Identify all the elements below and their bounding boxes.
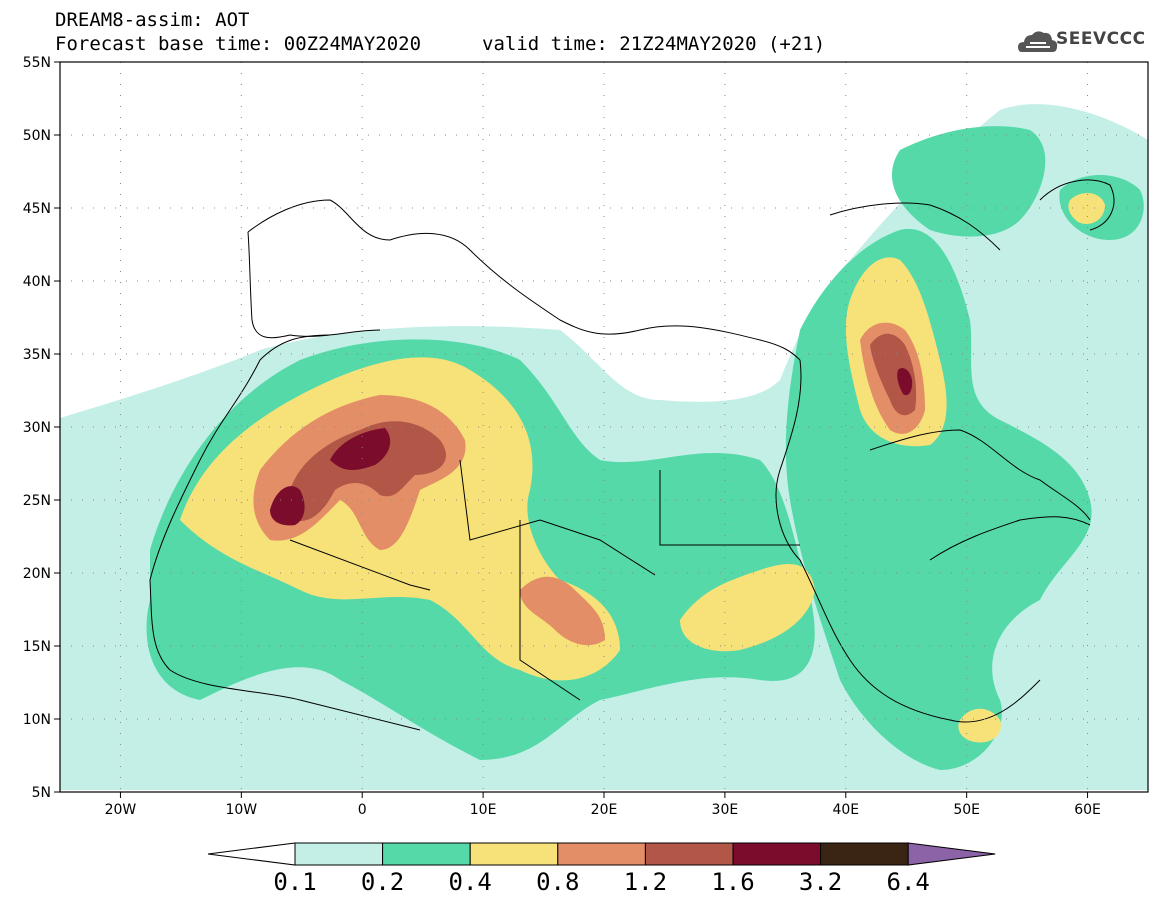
- colorbar-bin: [382, 842, 471, 866]
- lon-label: 60E: [1074, 802, 1101, 818]
- valid-time: valid time: 21Z24MAY2020 (+21): [482, 33, 826, 55]
- colorbar-bin: [644, 842, 734, 866]
- lat-label: 40N: [23, 274, 51, 290]
- lon-label: 30E: [712, 802, 739, 818]
- lon-label: 10E: [470, 802, 497, 818]
- colorbar-low-extend: [207, 842, 296, 866]
- lat-label: 15N: [23, 639, 51, 655]
- forecast-base-time: Forecast base time: 00Z24MAY2020: [55, 33, 422, 55]
- lat-label: 55N: [23, 55, 51, 71]
- lat-label: 25N: [23, 493, 51, 509]
- lat-label: 20N: [23, 566, 51, 582]
- colorbar-label: 1.2: [623, 868, 668, 896]
- lon-label: 20W: [105, 802, 137, 818]
- colorbar: [207, 842, 996, 866]
- aot-level-6: [270, 368, 913, 526]
- lon-label: 20E: [591, 802, 618, 818]
- graticule: [60, 62, 1148, 792]
- colorbar-label: 0.4: [448, 868, 492, 896]
- lat-label: 45N: [23, 201, 51, 217]
- colorbar-label: 1.6: [711, 868, 755, 896]
- coastlines: [149, 179, 1115, 731]
- cloud-icon: [1018, 31, 1058, 52]
- colorbar-bin: [294, 842, 384, 866]
- lon-label: 10W: [225, 802, 257, 818]
- axis-ticks: [54, 61, 1089, 798]
- lon-label: 0: [358, 802, 367, 818]
- lat-label: 10N: [23, 712, 51, 728]
- logo-text: SEEVCCC: [1056, 29, 1146, 49]
- colorbar-label: 0.8: [536, 868, 580, 896]
- lat-label: 35N: [23, 347, 51, 363]
- colorbar-label: 0.1: [273, 868, 317, 896]
- lon-label: 50E: [953, 802, 980, 818]
- colorbar-bin: [732, 842, 822, 866]
- colorbar-bin: [820, 842, 909, 866]
- colorbar-bin: [557, 842, 646, 866]
- latitude-labels: 55N 50N 45N 40N 35N 30N 25N 20N 15N 10N 5N: [23, 55, 51, 801]
- colorbar-label: 3.2: [798, 868, 843, 896]
- colorbar-label: 0.2: [360, 868, 405, 896]
- lat-label: 30N: [23, 420, 51, 436]
- colorbar-high-extend: [907, 842, 996, 866]
- longitude-labels: 20W 10W 0 10E 20E 30E 40E 50E 60E: [105, 802, 1101, 818]
- map-title: DREAM8-assim: AOT: [55, 9, 250, 31]
- aot-shading: [60, 62, 1148, 792]
- lon-label: 40E: [832, 802, 859, 818]
- colorbar-bin: [469, 842, 559, 866]
- lat-label: 50N: [23, 128, 51, 144]
- colorbar-label: 6.4: [886, 868, 930, 896]
- lat-label: 5N: [32, 785, 51, 801]
